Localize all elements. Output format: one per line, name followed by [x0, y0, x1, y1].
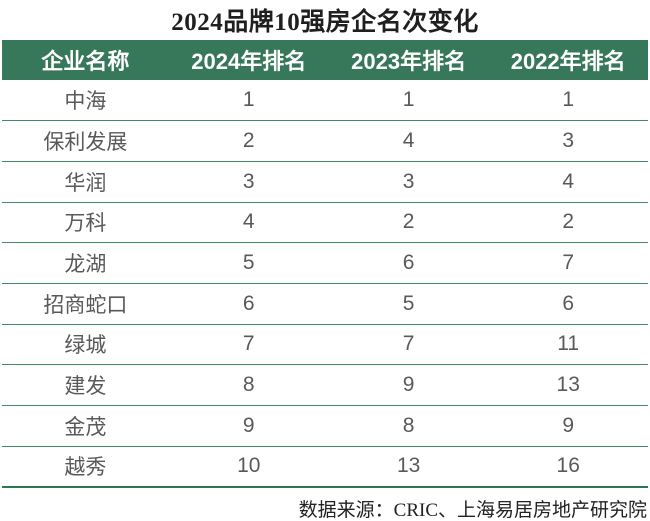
title-bar: 2024品牌10强房企名次变化: [0, 0, 650, 40]
column-header-rank-2024: 2024年排名: [168, 40, 329, 80]
column-header-company: 企业名称: [2, 40, 169, 80]
rank-2022-cell: 4: [488, 161, 648, 203]
rank-2023-cell: 7: [328, 324, 489, 366]
company-cell: 建发: [2, 364, 169, 406]
table-body: 中海 1 1 1 保利发展 2 4 3 华润 3 3 4 万科 4 2 2: [2, 80, 648, 488]
company-cell: 龙湖: [2, 242, 169, 284]
rank-2023-cell: 8: [328, 405, 489, 447]
table-row: 绿城 7 7 11: [2, 324, 648, 366]
rank-2022-cell: 3: [488, 120, 648, 162]
rank-2022-cell: 16: [488, 446, 648, 488]
rank-2023-cell: 3: [328, 161, 489, 203]
rank-2024-cell: 2: [168, 120, 329, 162]
table-row: 金茂 9 8 9: [2, 405, 648, 447]
data-source-note: 数据来源：CRIC、上海易居房地产研究院: [298, 499, 647, 521]
table-row: 保利发展 2 4 3: [2, 120, 648, 162]
table-row: 建发 8 9 13: [2, 364, 648, 406]
table-row: 招商蛇口 6 5 6: [2, 283, 648, 325]
company-cell: 越秀: [2, 446, 169, 488]
rank-2024-cell: 7: [168, 324, 329, 366]
table-header: 企业名称 2024年排名 2023年排名 2022年排名: [2, 40, 648, 80]
rank-2024-cell: 4: [168, 202, 329, 244]
rank-2022-cell: 6: [488, 283, 648, 325]
rank-2022-cell: 7: [488, 242, 648, 284]
column-header-rank-2022: 2022年排名: [488, 40, 648, 80]
rank-2024-cell: 6: [168, 283, 329, 325]
rank-2022-cell: 2: [488, 202, 648, 244]
rank-2023-cell: 4: [328, 120, 489, 162]
company-cell: 金茂: [2, 405, 169, 447]
company-cell: 中海: [2, 80, 169, 122]
rank-2024-cell: 8: [168, 364, 329, 406]
rank-2023-cell: 6: [328, 242, 489, 284]
table-row: 华润 3 3 4: [2, 161, 648, 203]
rank-2022-cell: 11: [488, 324, 648, 366]
rank-2022-cell: 1: [488, 80, 648, 122]
rank-2024-cell: 10: [168, 446, 329, 488]
rank-2023-cell: 9: [328, 364, 489, 406]
rank-2023-cell: 2: [328, 202, 489, 244]
company-cell: 华润: [2, 161, 169, 203]
company-cell: 绿城: [2, 324, 169, 366]
company-cell: 招商蛇口: [2, 283, 169, 325]
rank-2022-cell: 9: [488, 405, 648, 447]
rank-2024-cell: 9: [168, 405, 329, 447]
header-row: 企业名称 2024年排名 2023年排名 2022年排名: [2, 40, 648, 80]
rank-2023-cell: 5: [328, 283, 489, 325]
rank-2022-cell: 13: [488, 364, 648, 406]
rank-2024-cell: 1: [168, 80, 329, 122]
table-row: 中海 1 1 1: [2, 80, 648, 122]
page-title: 2024品牌10强房企名次变化: [171, 9, 479, 36]
column-header-rank-2023: 2023年排名: [328, 40, 489, 80]
company-cell: 保利发展: [2, 120, 169, 162]
rank-2023-cell: 1: [328, 80, 489, 122]
rank-2023-cell: 13: [328, 446, 489, 488]
table-row: 万科 4 2 2: [2, 202, 648, 244]
ranking-table: 企业名称 2024年排名 2023年排名 2022年排名 中海 1 1 1 保利…: [2, 40, 648, 488]
rank-2024-cell: 5: [168, 242, 329, 284]
rank-2024-cell: 3: [168, 161, 329, 203]
table-row: 龙湖 5 6 7: [2, 242, 648, 284]
table-row: 越秀 10 13 16: [2, 446, 648, 488]
source-bar: 数据来源：CRIC、上海易居房地产研究院: [0, 488, 650, 521]
company-cell: 万科: [2, 202, 169, 244]
